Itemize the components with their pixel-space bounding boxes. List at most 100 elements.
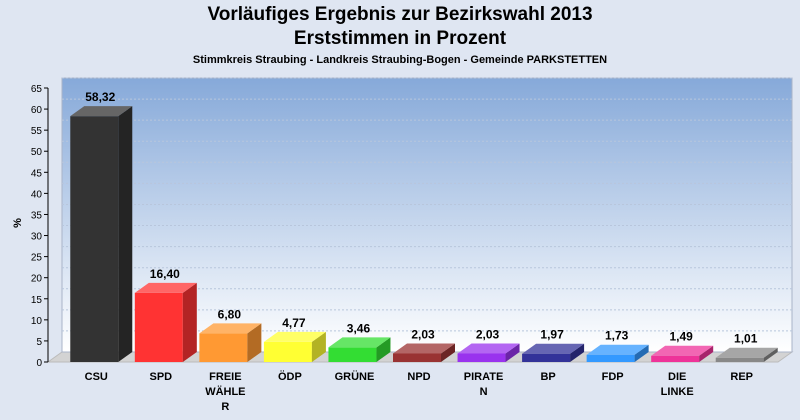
category-label: REP (730, 371, 753, 383)
bar-top (651, 345, 714, 356)
category-label-line: SPD (150, 371, 173, 383)
category-label-line: ÖDP (278, 370, 302, 383)
bar-top (457, 343, 520, 354)
category-label-line: DIE (668, 371, 686, 383)
y-axis: 0 5 10 15 20 25 30 35 40 45 50 55 60 65 (31, 84, 49, 369)
category-label-line: CSU (85, 371, 108, 383)
bar-side (441, 343, 455, 362)
category-label: NPD (407, 371, 430, 383)
bar-side (247, 323, 262, 362)
bar (393, 343, 455, 362)
bar-side (376, 337, 391, 362)
labels: 58,32 CSU 16,40 SPD 6,80 FREIE WÄHLE R 4,77 ÖDP 3,… (85, 90, 758, 413)
category-label-line: LINKE (661, 386, 694, 398)
category-label: CSU (85, 371, 108, 383)
category-label: FREIE WÄHLE R (205, 371, 245, 413)
data-label: 1,97 (540, 328, 564, 342)
bar-front (651, 355, 700, 362)
chart-region: Stimmkreis Straubing - Landkreis Straubi… (192, 54, 608, 66)
bar (457, 343, 520, 362)
data-label: 6,80 (218, 307, 242, 321)
category-label-line: PIRATE (464, 371, 504, 383)
bar-front (457, 353, 506, 362)
data-label: 58,32 (85, 90, 115, 104)
y-tick-label: 25 (31, 253, 43, 264)
bar-front (70, 116, 119, 362)
category-label: BP (540, 371, 555, 383)
bar-top (199, 323, 262, 334)
category-label-line: REP (730, 371, 753, 383)
category-label: DIE LINKE (661, 371, 694, 398)
y-tick-label: 5 (36, 337, 42, 348)
y-tick-label: 40 (31, 189, 43, 200)
y-tick-label: 0 (36, 358, 42, 369)
category-label: PIRATE N (464, 371, 504, 398)
bar-front (134, 292, 183, 362)
bar-top (328, 337, 391, 348)
category-label: ÖDP (278, 370, 302, 383)
bar (263, 331, 326, 362)
bar-front (586, 354, 635, 362)
category-label-line: FREIE (209, 371, 241, 383)
category-label-line: N (480, 386, 488, 398)
bar (651, 345, 714, 362)
bar-side (118, 106, 133, 362)
bar-side (699, 345, 714, 362)
category-label-line: NPD (407, 371, 430, 383)
bar-side (505, 343, 520, 362)
data-label: 2,03 (411, 327, 435, 341)
bar (199, 323, 262, 362)
y-tick-label: 10 (31, 316, 43, 327)
bar-side (182, 282, 197, 362)
y-tick-label: 20 (31, 274, 43, 285)
bar (715, 347, 778, 362)
bar-front (393, 353, 441, 362)
bar-top (393, 343, 455, 354)
bar (328, 337, 391, 362)
y-tick-label: 50 (31, 147, 43, 158)
bar-front (328, 347, 377, 362)
category-label-line: GRÜNE (335, 370, 375, 383)
bar-side (311, 331, 326, 362)
chart-subtitle: Erststimmen in Prozent (293, 28, 507, 49)
category-label-line: R (221, 401, 229, 413)
bar (70, 106, 133, 362)
bar-front (263, 341, 312, 362)
bar (134, 282, 197, 362)
y-tick-label: 45 (31, 168, 43, 179)
bar-top (263, 331, 326, 342)
y-tick-label: 35 (31, 210, 43, 221)
bar (586, 344, 649, 362)
bar-front (715, 357, 764, 362)
bar-top (134, 282, 197, 293)
category-label: SPD (150, 371, 173, 383)
bar-side (763, 347, 778, 362)
category-label: GRÜNE (335, 370, 375, 383)
bar-top (70, 106, 133, 117)
category-label: FDP (602, 371, 624, 383)
y-tick-label: 55 (31, 126, 43, 137)
bar-front (522, 353, 571, 362)
y-tick-label: 65 (31, 84, 43, 95)
data-label: 3,46 (347, 321, 371, 335)
bar-side (570, 343, 585, 362)
bar-top (522, 343, 585, 354)
data-label: 4,77 (282, 316, 306, 330)
y-tick-label: 15 (31, 295, 43, 306)
y-tick-label: 30 (31, 232, 43, 243)
bar-top (715, 347, 778, 358)
category-label-line: BP (540, 371, 555, 383)
bar (522, 343, 585, 362)
category-label-line: FDP (602, 371, 624, 383)
bars (70, 106, 778, 362)
data-label: 1,49 (670, 330, 694, 344)
bar-side (634, 344, 649, 362)
chart-title: Vorläufiges Ergebnis zur Bezirkswahl 201… (207, 4, 593, 25)
data-label: 1,73 (605, 329, 629, 343)
bar-front (199, 333, 248, 362)
data-label: 1,01 (734, 332, 758, 346)
category-label-line: WÄHLE (205, 385, 245, 398)
y-axis-label: % (12, 218, 24, 228)
bar-top (586, 344, 649, 355)
